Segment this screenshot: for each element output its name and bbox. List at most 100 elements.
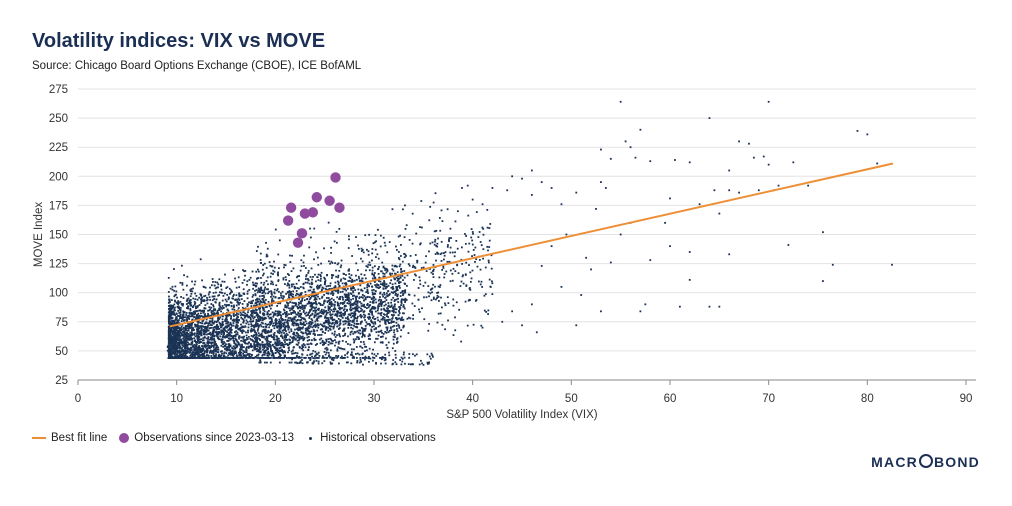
- historical-point: [327, 319, 330, 322]
- historical-point: [308, 282, 311, 285]
- historical-point: [211, 299, 214, 302]
- historical-point: [307, 278, 309, 280]
- historical-point: [377, 306, 379, 308]
- historical-point: [184, 344, 187, 347]
- historical-point: [290, 290, 292, 293]
- historical-point: [356, 295, 359, 298]
- historical-point: [259, 351, 262, 354]
- historical-point: [178, 315, 181, 317]
- historical-point: [239, 327, 242, 330]
- historical-point: [200, 300, 203, 303]
- historical-point: [308, 324, 311, 327]
- historical-point: [202, 311, 205, 314]
- historical-point: [225, 287, 228, 289]
- historical-point: [213, 321, 215, 324]
- historical-point: [358, 296, 361, 299]
- historical-point: [372, 348, 375, 351]
- historical-point: [209, 324, 212, 326]
- historical-point: [274, 341, 277, 344]
- historical-point: [169, 287, 172, 290]
- historical-point: [301, 327, 304, 330]
- historical-point: [470, 277, 473, 280]
- historical-point: [292, 290, 295, 293]
- historical-point: [341, 316, 344, 319]
- historical-point: [291, 323, 294, 325]
- historical-point: [170, 336, 173, 338]
- historical-point: [335, 320, 338, 322]
- historical-point: [266, 305, 268, 308]
- historical-point: [285, 292, 288, 295]
- historical-point: [336, 263, 339, 266]
- historical-point: [376, 253, 379, 256]
- historical-point: [366, 303, 369, 306]
- historical-point: [296, 275, 299, 278]
- historical-point: [316, 319, 319, 322]
- historical-point: [371, 248, 374, 250]
- historical-point: [455, 240, 458, 242]
- historical-point: [373, 265, 376, 268]
- historical-point: [398, 312, 401, 315]
- historical-point: [329, 306, 332, 309]
- historical-point: [383, 283, 386, 286]
- historical-point: [199, 338, 202, 341]
- historical-point: [350, 298, 352, 301]
- historical-point: [439, 253, 442, 256]
- historical-point: [189, 351, 192, 353]
- historical-point: [228, 314, 231, 316]
- historical-point: [333, 356, 336, 359]
- historical-point: [331, 319, 334, 322]
- historical-point: [388, 322, 391, 324]
- historical-point: [233, 315, 235, 318]
- historical-point: [184, 329, 187, 332]
- historical-point: [384, 303, 387, 306]
- historical-point: [246, 283, 248, 286]
- historical-point: [339, 295, 342, 298]
- historical-point: [186, 348, 189, 351]
- historical-point: [369, 301, 372, 303]
- historical-point: [173, 339, 176, 342]
- historical-point: [171, 326, 174, 329]
- historical-point: [251, 312, 254, 315]
- historical-point: [266, 337, 268, 340]
- historical-point: [348, 280, 351, 282]
- historical-point: [402, 279, 404, 281]
- historical-point: [246, 305, 249, 308]
- historical-point: [172, 311, 174, 314]
- historical-point: [170, 310, 173, 313]
- historical-point: [467, 250, 470, 253]
- historical-point: [222, 330, 225, 333]
- historical-point: [373, 273, 375, 276]
- historical-point: [325, 313, 328, 316]
- x-tick-label: 40: [466, 393, 479, 405]
- historical-point: [247, 341, 250, 344]
- historical-point: [390, 286, 393, 289]
- historical-point: [290, 330, 293, 333]
- historical-point: [233, 340, 235, 342]
- historical-point: [424, 281, 427, 284]
- historical-point: [382, 333, 385, 335]
- historical-point: [200, 327, 203, 330]
- historical-point: [205, 330, 208, 332]
- historical-point: [217, 283, 220, 286]
- historical-point: [300, 313, 302, 316]
- historical-point: [347, 322, 350, 325]
- historical-point: [291, 352, 294, 355]
- historical-point: [454, 270, 457, 273]
- historical-point: [236, 331, 239, 334]
- historical-point: [346, 296, 349, 299]
- historical-point: [333, 323, 336, 326]
- historical-point: [179, 309, 182, 312]
- historical-point: [293, 302, 295, 304]
- historical-point: [220, 331, 223, 333]
- historical-point: [272, 300, 275, 302]
- historical-point: [360, 289, 362, 292]
- historical-point: [336, 325, 339, 328]
- historical-point: [199, 309, 201, 312]
- historical-point: [171, 288, 174, 291]
- historical-point: [388, 351, 390, 354]
- historical-point: [301, 353, 304, 356]
- historical-point: [168, 330, 170, 333]
- historical-point: [236, 333, 239, 336]
- historical-point: [190, 323, 193, 325]
